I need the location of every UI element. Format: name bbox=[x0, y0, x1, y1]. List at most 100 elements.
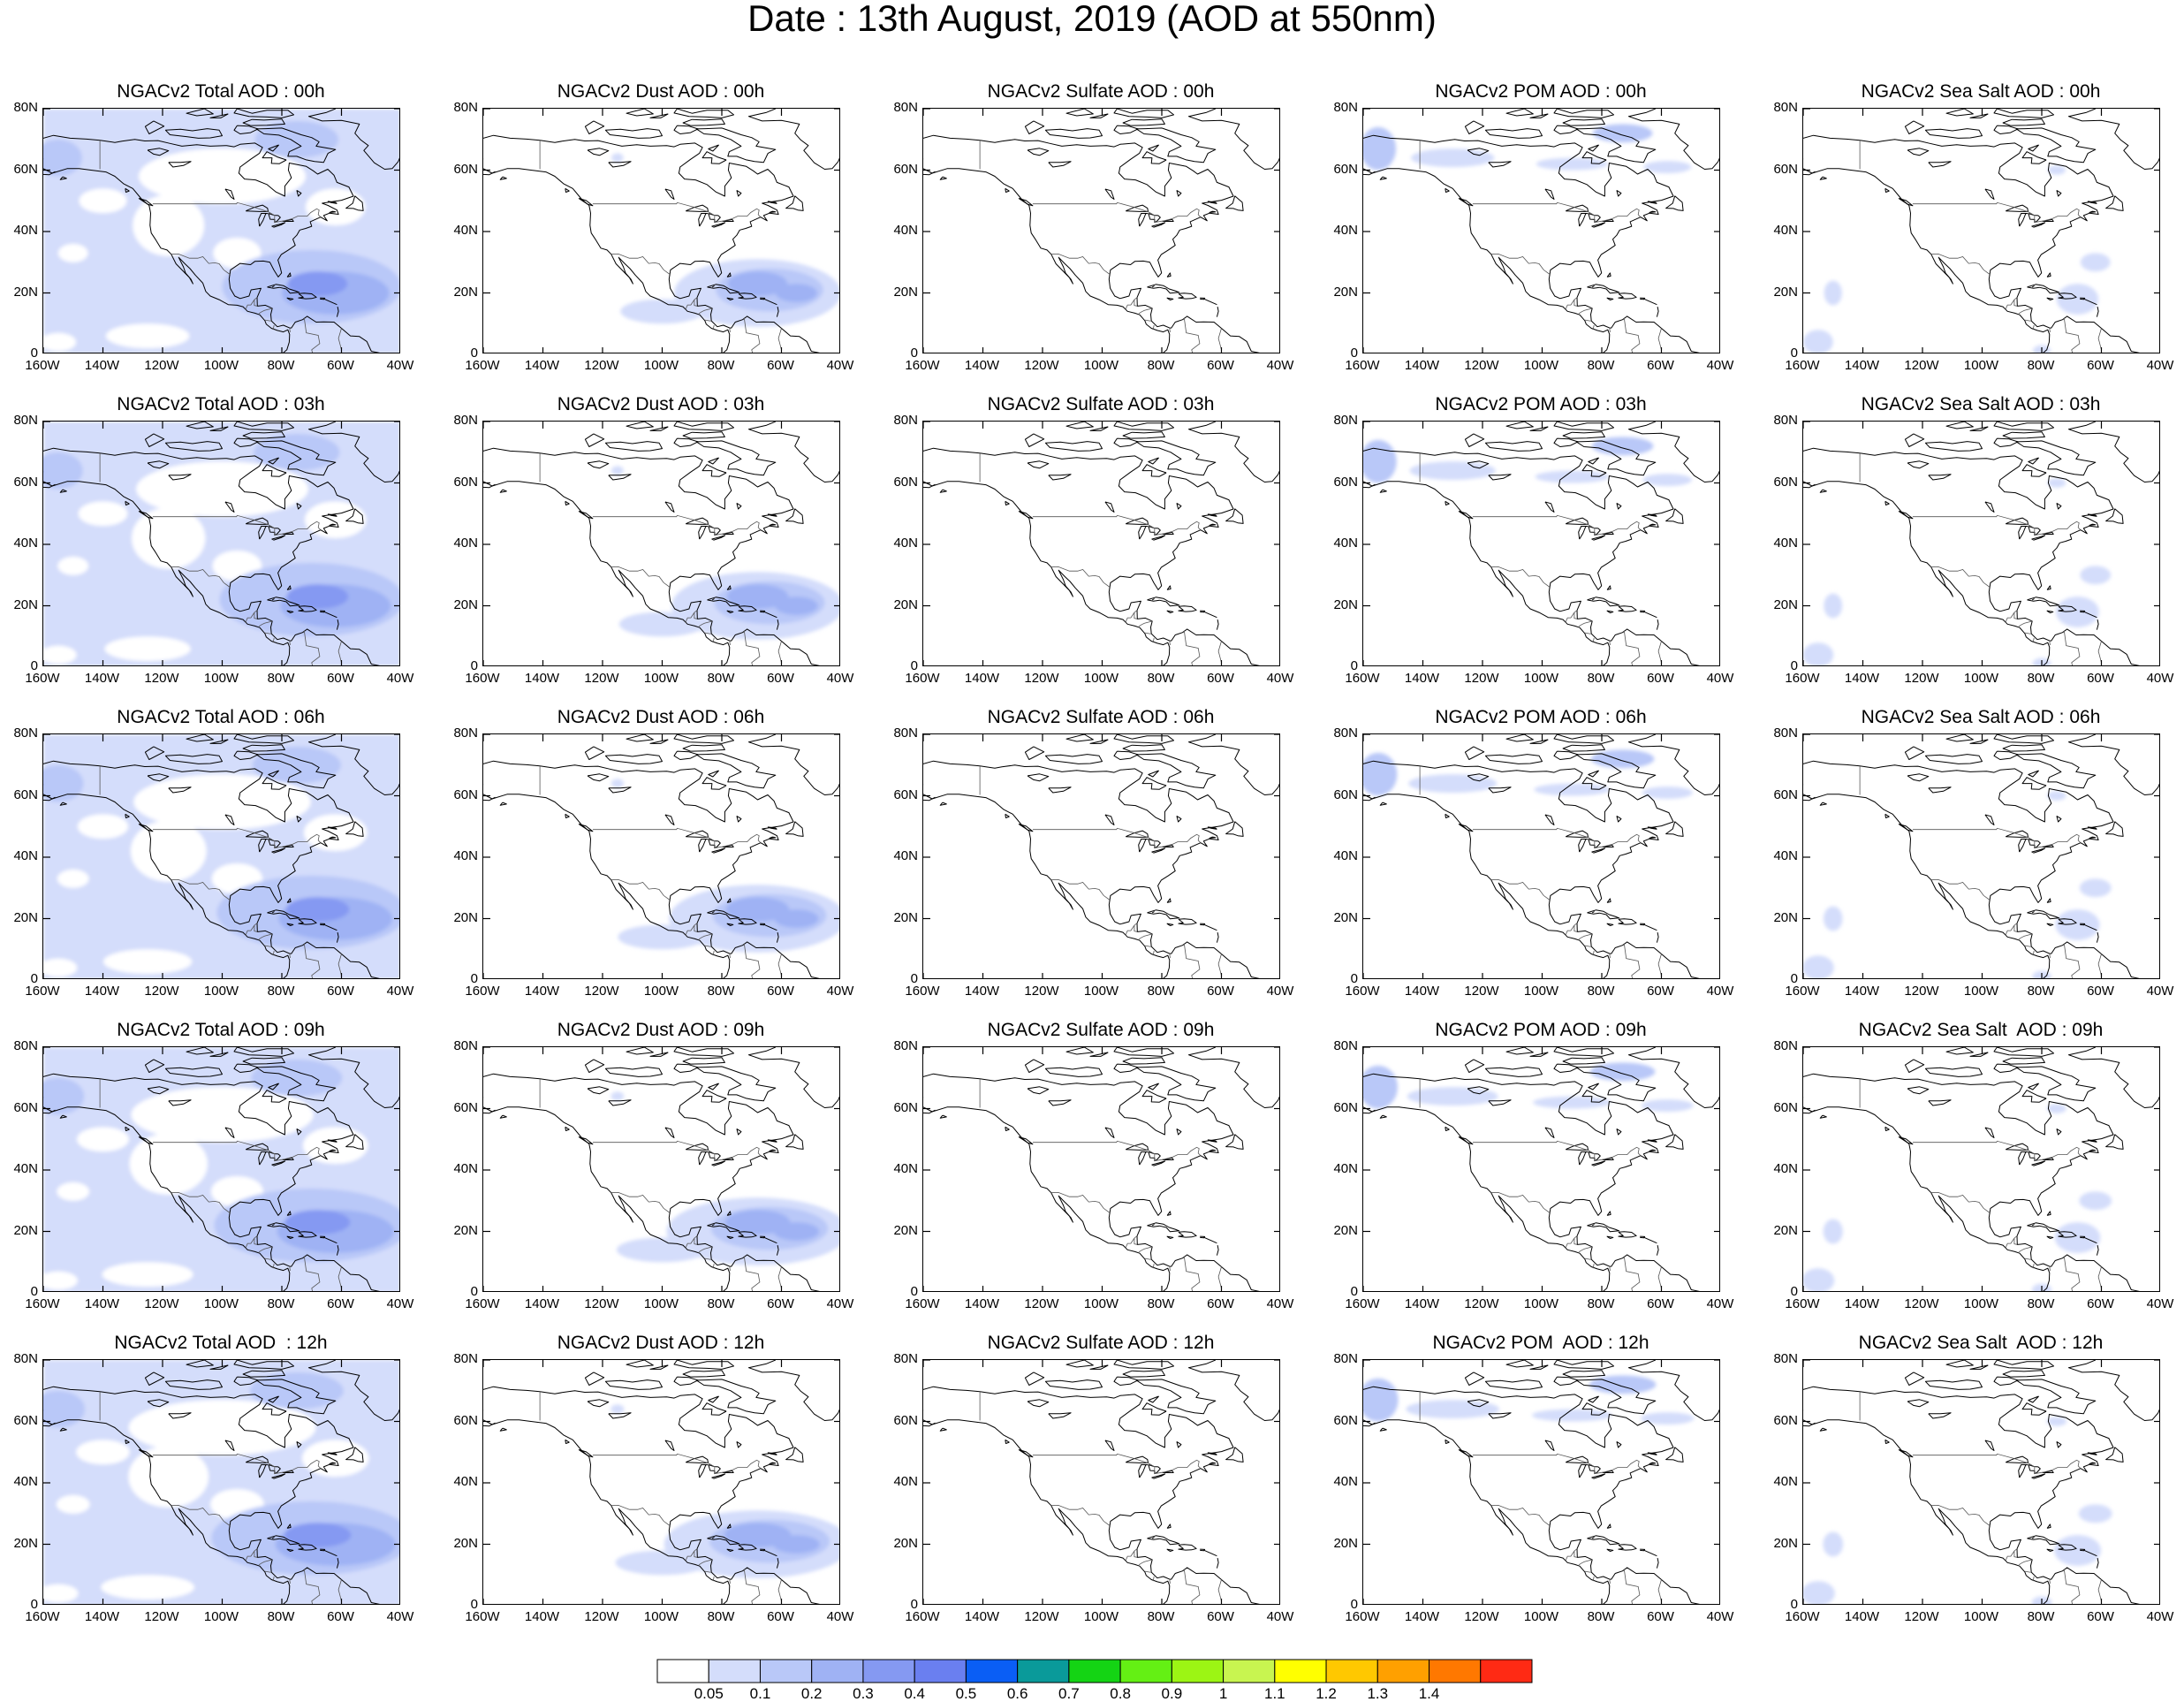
coastline bbox=[499, 1114, 507, 1119]
border-line bbox=[1183, 317, 1201, 353]
aod-region bbox=[2047, 165, 2066, 175]
lake-outline bbox=[2005, 1455, 2029, 1463]
coastline bbox=[268, 770, 279, 778]
border-line bbox=[245, 923, 258, 936]
lon-tick-label: 60W bbox=[767, 1609, 794, 1624]
lon-tick-label: 120W bbox=[1904, 984, 1939, 999]
lat-tick-label: 40N bbox=[1773, 1161, 1798, 1176]
coastline bbox=[769, 1149, 777, 1151]
lat-tick-label: 0 bbox=[1350, 1597, 1358, 1612]
lon-tick-label: 40W bbox=[2146, 671, 2174, 686]
coastline bbox=[1803, 794, 2051, 978]
lake-outline bbox=[1602, 1470, 1614, 1473]
coastline bbox=[186, 422, 214, 429]
coastline bbox=[2096, 1558, 2099, 1569]
coastline bbox=[2028, 770, 2039, 778]
border-line bbox=[1134, 612, 1138, 619]
coastline bbox=[1945, 109, 1974, 117]
border-line bbox=[1169, 328, 1171, 333]
lake-outline bbox=[268, 526, 281, 536]
lon-tick-label: 40W bbox=[386, 358, 414, 373]
coastline bbox=[1609, 1254, 1700, 1291]
coastline bbox=[59, 489, 67, 493]
lon-tick-label: 120W bbox=[584, 358, 619, 373]
border-line bbox=[698, 620, 713, 627]
coastline bbox=[1553, 437, 1579, 447]
border-line bbox=[1169, 1579, 1171, 1584]
coastline bbox=[289, 1567, 380, 1604]
lake-outline bbox=[722, 531, 734, 535]
coastline bbox=[1166, 297, 1174, 300]
border-line bbox=[712, 637, 715, 643]
coastlines bbox=[1803, 422, 2159, 665]
map-axes bbox=[42, 421, 400, 666]
aod-map bbox=[483, 422, 839, 665]
map-axes bbox=[1362, 733, 1720, 979]
lake-outline bbox=[282, 844, 294, 847]
border-line bbox=[610, 566, 671, 589]
lon-tick-label: 80W bbox=[267, 358, 295, 373]
coastline bbox=[673, 422, 734, 431]
lon-tick-label: 60W bbox=[2087, 1296, 2114, 1311]
coastline bbox=[233, 422, 294, 431]
border-line bbox=[2049, 641, 2051, 646]
coastline bbox=[1147, 284, 1180, 294]
coastline bbox=[1819, 489, 1827, 493]
coastline bbox=[2067, 1360, 2159, 1421]
lake-outline bbox=[1027, 773, 1050, 782]
lake-outline bbox=[1488, 1099, 1512, 1106]
map-panel-sulfate-r3: NGACv2 Sulfate AOD : 09h 80N 60N 40N 20N 0 160… bbox=[880, 1020, 1322, 1333]
coastline bbox=[649, 739, 669, 744]
lon-tick-label: 80W bbox=[1147, 984, 1175, 999]
panel-title: NGACv2 POM AOD : 03h bbox=[1435, 394, 1647, 414]
tick-marks bbox=[1363, 1360, 1719, 1604]
political-borders bbox=[539, 140, 782, 353]
lake-outline bbox=[1138, 1151, 1149, 1166]
coastline bbox=[726, 1523, 732, 1529]
coastline bbox=[923, 483, 936, 489]
border-line bbox=[705, 1258, 712, 1260]
aod-region bbox=[724, 1210, 791, 1235]
lon-tick-label: 140W bbox=[1404, 1296, 1440, 1311]
coastline bbox=[2031, 598, 2035, 601]
coastline bbox=[2031, 911, 2035, 914]
aod-region bbox=[1824, 906, 1843, 931]
lake-outline bbox=[168, 474, 192, 481]
coastline bbox=[763, 298, 777, 306]
coastline bbox=[1618, 1544, 1637, 1551]
tick-marks bbox=[1803, 1047, 2159, 1291]
coastline bbox=[1065, 109, 1094, 117]
lat-tick-label: 0 bbox=[1350, 1284, 1358, 1299]
coastline bbox=[1044, 1379, 1103, 1390]
coastline bbox=[1169, 941, 1260, 978]
lat-tick-label: 0 bbox=[470, 1284, 478, 1299]
coastline bbox=[1803, 1073, 2114, 1267]
lat-tick-label: 0 bbox=[470, 658, 478, 673]
border-line bbox=[1490, 1191, 1551, 1214]
coastline bbox=[1445, 1126, 1450, 1131]
coastline bbox=[1898, 511, 1914, 520]
lake-outline bbox=[1565, 1143, 1589, 1151]
lon-tick-label: 160W bbox=[905, 984, 940, 999]
coastline bbox=[43, 168, 291, 353]
coastline bbox=[578, 511, 594, 520]
lake-outline bbox=[664, 188, 675, 200]
colorbar-swatch bbox=[862, 1659, 915, 1683]
border-line bbox=[1145, 319, 1152, 322]
lon-tick-label: 80W bbox=[1587, 1609, 1615, 1624]
border-line bbox=[1623, 1256, 1641, 1291]
coastline bbox=[1606, 1548, 1614, 1552]
border-line bbox=[1657, 328, 1662, 350]
lon-tick-label: 100W bbox=[1083, 1609, 1119, 1624]
coastline bbox=[1024, 746, 1045, 760]
coastline bbox=[125, 1439, 130, 1444]
border-line bbox=[685, 297, 698, 310]
coastline bbox=[1993, 109, 2054, 118]
map-panel-seasalt-r0: NGACv2 Sea Salt AOD : 00h 80N 60N 40N 20N 0 16… bbox=[1760, 81, 2184, 395]
lon-tick-label: 120W bbox=[1024, 984, 1059, 999]
coastline bbox=[233, 1047, 294, 1057]
coastline bbox=[1627, 1360, 1719, 1421]
coastlines bbox=[43, 422, 399, 665]
coastline bbox=[1363, 760, 1674, 954]
coastline bbox=[286, 272, 292, 277]
